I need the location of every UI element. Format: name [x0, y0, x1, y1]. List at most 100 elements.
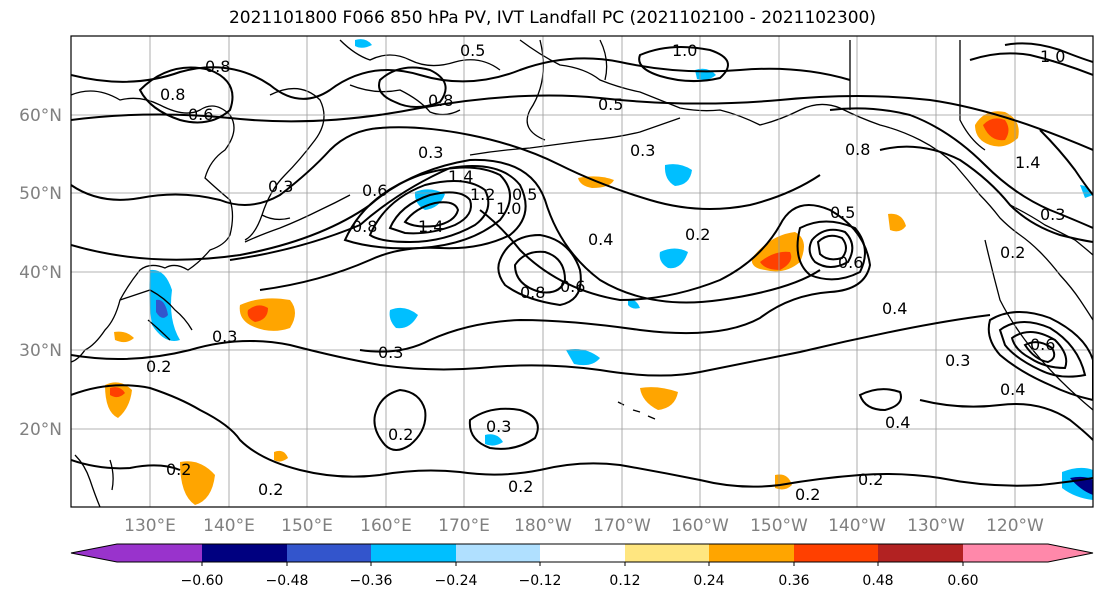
map-title: 2021101800 F066 850 hPa PV, IVT Landfall… — [228, 8, 876, 28]
coastline-alaska — [519, 39, 1093, 321]
colorbar-segment — [456, 544, 540, 562]
contour-line — [403, 201, 460, 228]
lon-label-140w: 140°W — [828, 516, 886, 536]
contour-label: 1.4 — [418, 217, 443, 236]
contour-line — [71, 314, 991, 377]
contour-line — [513, 250, 567, 294]
contour-label: 0.8 — [845, 140, 870, 159]
contour-label: 0.3 — [945, 351, 970, 370]
shading-patch — [485, 434, 503, 446]
lon-label-130e: 130°E — [124, 516, 176, 536]
colorbar-tick-label: 0.36 — [778, 573, 809, 589]
colorbar-tick-marks — [201, 562, 964, 566]
shading-patch — [414, 189, 445, 210]
shading-patch — [640, 387, 678, 410]
contour-line — [987, 310, 1093, 402]
colorbar-tick-label: −0.60 — [181, 573, 224, 589]
contour-label: 0.2 — [858, 470, 883, 489]
colorbar-outline — [70, 543, 1094, 563]
coastline-kurils — [244, 194, 351, 243]
contour-line — [71, 126, 821, 210]
contour-label: 0.3 — [212, 327, 237, 346]
colorbar-segment — [371, 544, 456, 562]
colorbar-segment — [794, 544, 878, 562]
contour-line — [1010, 331, 1068, 370]
contour-label: 0.8 — [428, 91, 453, 110]
contour-line — [858, 388, 902, 412]
lat-label-60n: 60°N — [19, 106, 62, 126]
lon-label-120w: 120°W — [986, 516, 1044, 536]
contour-line — [808, 228, 854, 268]
contour-label: 1.0 — [1040, 47, 1065, 66]
contour-label: 0.5 — [460, 41, 485, 60]
contour-line — [359, 204, 872, 353]
lon-label-170e: 170°E — [438, 516, 490, 536]
contour-label: 0.2 — [795, 485, 820, 504]
contour-label: 0.4 — [588, 230, 613, 249]
colorbar-segment — [625, 544, 709, 562]
contour-line — [796, 220, 866, 281]
coastline-asia — [71, 90, 235, 363]
contour-label: 0.3 — [378, 343, 403, 362]
shading-patch — [355, 39, 372, 48]
contour-label: 0.3 — [418, 143, 443, 162]
contour-line — [1039, 129, 1093, 196]
contour-line — [497, 233, 582, 307]
contour-label: 1.0 — [672, 41, 697, 60]
colorbar-tick-label: 0.24 — [693, 573, 724, 589]
contour-label: 0.2 — [166, 460, 191, 479]
lat-label-20n: 20°N — [19, 420, 62, 440]
contour-line — [373, 388, 427, 451]
contour-label: 1.4 — [1015, 153, 1040, 172]
contour-label: 0.2 — [146, 357, 171, 376]
colorbar-tick-label: 0.12 — [609, 573, 640, 589]
shading-patch — [1080, 185, 1093, 198]
contour-line — [71, 459, 181, 471]
contour-line — [468, 407, 539, 450]
contour-line — [829, 107, 1093, 229]
shading-patch — [760, 251, 792, 270]
shading-patch — [274, 450, 288, 462]
contour-line — [879, 145, 1093, 243]
contour-label: 0.2 — [685, 225, 710, 244]
contour-label: 1.0 — [496, 199, 521, 218]
shading-patch — [389, 307, 418, 329]
colorbar-segment — [71, 544, 202, 562]
contour-line — [919, 399, 1093, 441]
contour-line — [71, 94, 1093, 151]
shading-patch — [628, 299, 640, 309]
shading-patch — [110, 387, 125, 398]
shading-patch — [983, 118, 1009, 141]
contour-label: 0.2 — [508, 477, 533, 496]
lon-label-180w: 180°W — [514, 516, 572, 536]
colorbar-tick-label: −0.12 — [519, 573, 562, 589]
colorbar-segment — [963, 544, 1093, 562]
colorbar-tick-label: 0.48 — [862, 573, 893, 589]
contour-label: 0.4 — [1000, 380, 1025, 399]
contour-label: 0.8 — [205, 57, 230, 76]
shading-patch — [114, 331, 134, 343]
contour-label: 0.6 — [188, 105, 213, 124]
shading-patch — [664, 164, 692, 186]
coastline-philippines — [74, 454, 114, 507]
colorbar-segment — [540, 544, 625, 562]
lat-label-40n: 40°N — [19, 263, 62, 283]
contour-label: 0.5 — [830, 203, 855, 222]
contour-label: 0.8 — [160, 85, 185, 104]
contour-line — [229, 165, 527, 291]
contour-label: 0.2 — [1000, 243, 1025, 262]
shading-patch — [247, 305, 268, 322]
contour-label: 0.2 — [258, 480, 283, 499]
contour-label: 0.6 — [1030, 335, 1055, 354]
colorbar-tick-label: −0.36 — [350, 573, 393, 589]
colorbar-tick-label: −0.48 — [266, 573, 309, 589]
map-background — [71, 36, 1093, 507]
contour-label: 0.4 — [885, 413, 910, 432]
contour-line — [138, 66, 234, 124]
contour-label: 0.6 — [838, 253, 863, 272]
contour-label: 0.4 — [882, 299, 907, 318]
contour-line — [343, 166, 511, 250]
contour-line — [998, 321, 1087, 378]
lon-label-140e: 140°E — [203, 516, 255, 536]
